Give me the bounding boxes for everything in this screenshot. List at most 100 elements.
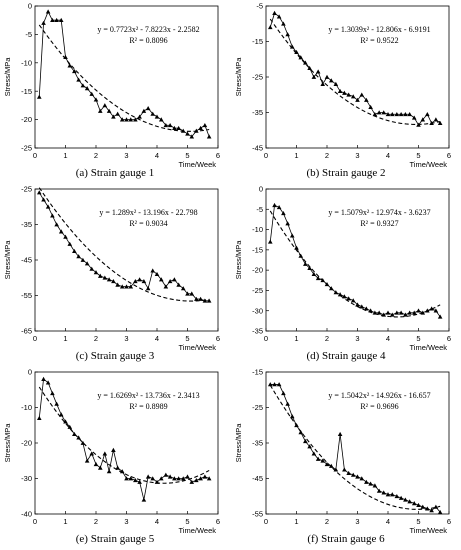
fit-equation: y = 1.289x² - 13.196x - 22.798 [99, 208, 197, 217]
data-point [128, 476, 134, 481]
data-point [172, 476, 177, 481]
data-point [276, 204, 282, 210]
y-tick-label: -55 [252, 510, 263, 519]
data-point [50, 213, 55, 218]
data-point [185, 131, 190, 136]
data-point [324, 282, 330, 287]
data-point [158, 277, 164, 282]
data-point [180, 476, 186, 481]
y-tick-label: -35 [21, 220, 32, 229]
data-point [307, 65, 312, 70]
data-point [368, 104, 373, 110]
data-point [84, 458, 90, 463]
data-point [106, 108, 112, 113]
data-point [416, 122, 421, 127]
data-point [163, 122, 169, 128]
data-point [381, 110, 387, 115]
data-point [102, 451, 108, 456]
y-tick-label: -25 [21, 144, 32, 153]
y-tick-label: -20 [21, 115, 32, 124]
x-tick-label: 1 [294, 334, 298, 343]
data-point [281, 211, 286, 216]
data-point [45, 9, 51, 14]
data-point [84, 261, 90, 266]
data-point [437, 509, 443, 515]
data-point [194, 477, 199, 483]
data-point [437, 120, 443, 125]
y-tick-label: -15 [252, 37, 263, 46]
trend-line [38, 24, 210, 132]
r-squared: R² = 0.9327 [360, 219, 398, 228]
data-point [93, 270, 99, 275]
panel-caption: (d) Strain gauge 4 [306, 350, 386, 362]
data-point [303, 438, 308, 444]
data-point [407, 111, 412, 117]
chart-svg: 0 1 2 3 4 5 6 0 -5 -10 -15 -20 -25 Time/Week Stress/MP… [3, 2, 220, 169]
data-point [307, 444, 312, 449]
x-tick-label: 2 [325, 517, 329, 526]
x-axis-label: Time/Week [409, 343, 447, 352]
panel-caption: (e) Strain gauge 5 [75, 533, 155, 545]
x-tick-label: 0 [264, 334, 268, 343]
data-point [172, 277, 177, 282]
data-point [398, 111, 404, 117]
data-point [272, 382, 277, 387]
data-point [342, 467, 347, 472]
x-tick-label: 1 [294, 151, 298, 160]
data-point [97, 273, 103, 278]
x-tick-label: 5 [185, 517, 189, 526]
data-point [420, 310, 426, 315]
data-point [89, 266, 95, 271]
x-axis-label: Time/Week [178, 343, 216, 352]
data-point [206, 298, 212, 303]
chart-panel-5: 0 1 2 3 4 5 6 0 -10 -20 -30 -40 Time/Week Stress/MPa y… [0, 366, 230, 549]
data-point [429, 120, 434, 125]
y-tick-label: -35 [252, 439, 263, 448]
data-point [202, 298, 208, 303]
data-point [102, 275, 108, 280]
data-point [41, 376, 46, 381]
chart-panel-6: 0 1 2 3 4 5 6 -15 -25 -35 -45 -55 Time/Week Stress/MP… [231, 366, 461, 549]
x-axis-label: Time/Week [178, 160, 216, 169]
y-axis-label: Stress/MPa [3, 240, 12, 280]
data-point [158, 476, 164, 481]
x-tick-label: 3 [124, 334, 128, 343]
data-point [89, 91, 95, 96]
data-point [294, 422, 299, 428]
data-point [106, 469, 112, 474]
data-point [359, 304, 365, 309]
r-squared: R² = 0.9696 [360, 402, 398, 411]
r-squared: R² = 0.9034 [129, 219, 167, 228]
data-point [394, 310, 400, 315]
data-point [89, 451, 95, 456]
x-tick-label: 6 [447, 334, 451, 343]
data-point [311, 74, 317, 79]
data-point [154, 114, 160, 119]
data-point [54, 17, 59, 23]
data-point [128, 284, 134, 289]
data-point [420, 504, 426, 509]
series-line [38, 192, 210, 302]
data-point [84, 86, 90, 91]
data-point [276, 14, 282, 19]
data-point [163, 284, 169, 289]
y-tick-label: -15 [252, 368, 263, 377]
data-point [315, 275, 321, 281]
data-point [119, 284, 125, 289]
y-tick-label: -45 [252, 144, 263, 153]
x-axis-label: Time/Week [409, 526, 447, 535]
data-point [124, 284, 129, 289]
data-point [124, 476, 129, 481]
x-tick-label: 2 [94, 517, 98, 526]
y-tick-label: -20 [21, 439, 32, 448]
data-point [106, 277, 112, 282]
data-point [133, 279, 138, 284]
data-point [433, 504, 439, 509]
y-axis-label: Stress/MPa [234, 57, 243, 97]
data-point [281, 21, 286, 26]
data-point [115, 282, 120, 287]
data-point [50, 17, 55, 23]
data-point [80, 83, 86, 88]
x-tick-label: 3 [124, 517, 128, 526]
data-point [267, 25, 273, 30]
